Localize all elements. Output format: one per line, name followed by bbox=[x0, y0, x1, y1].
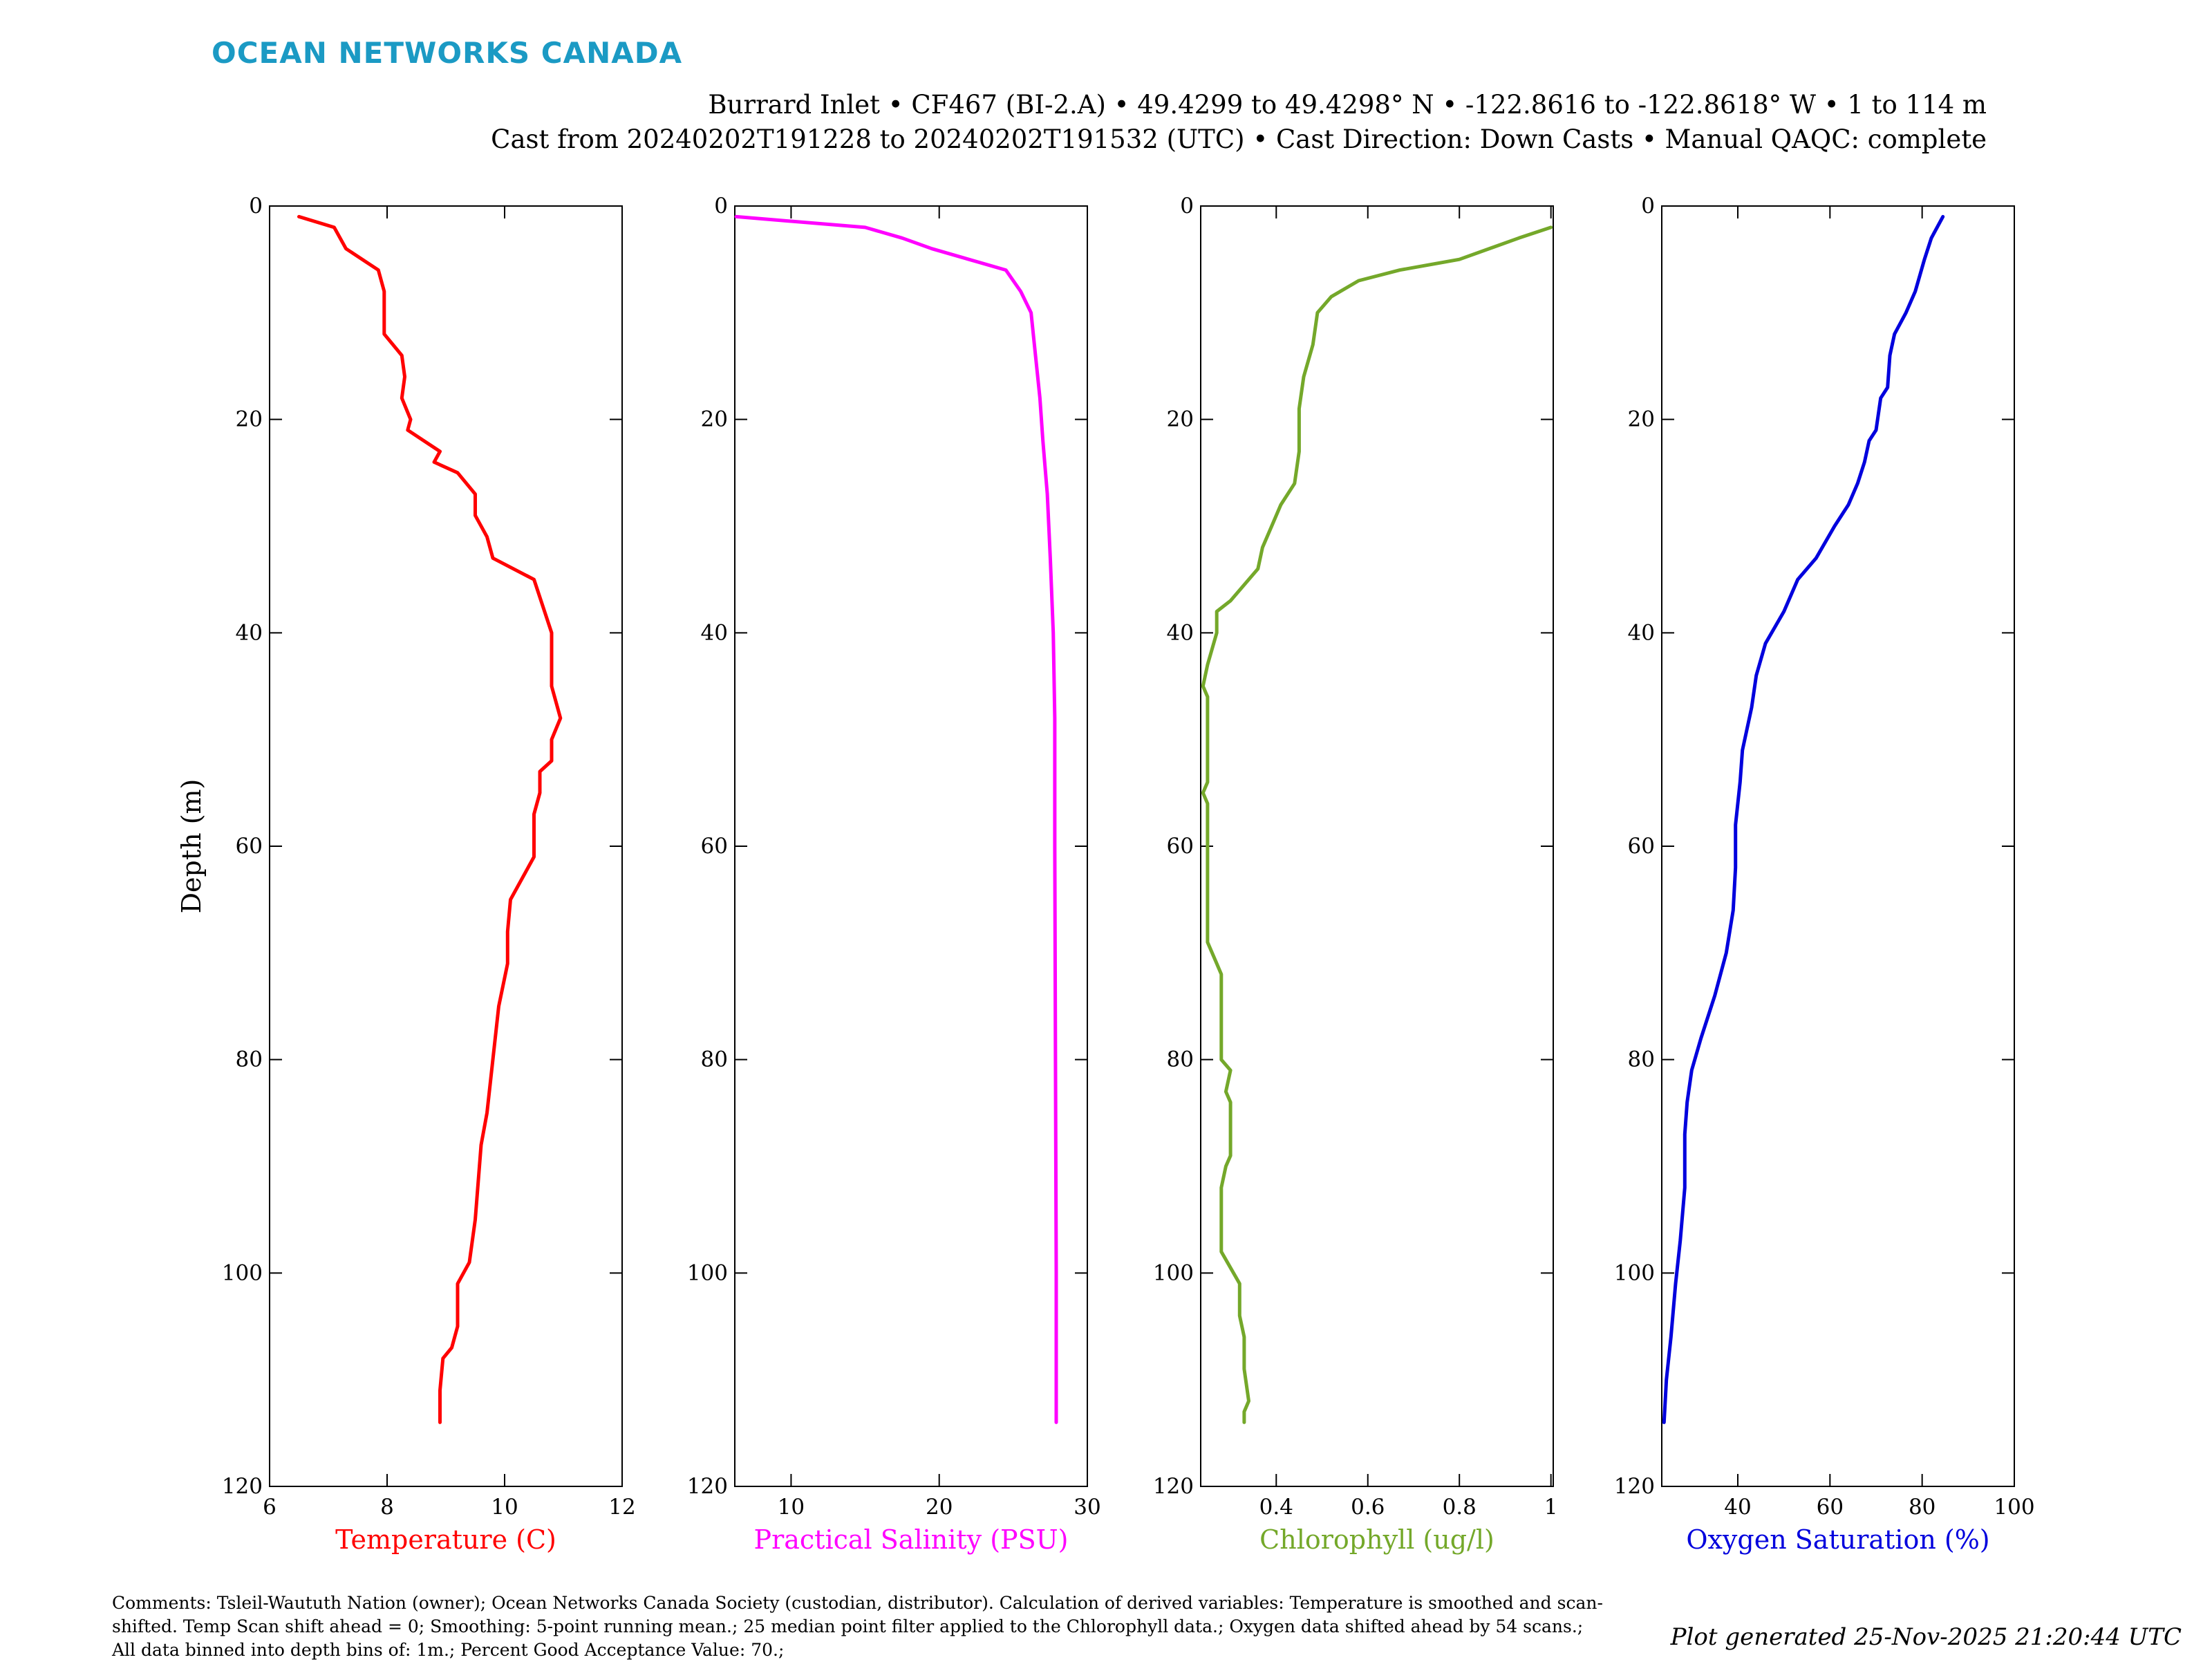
profile-line-4 bbox=[1662, 214, 1945, 1424]
x-tick-label: 80 bbox=[1909, 1495, 1936, 1520]
y-tick-label: 0 bbox=[714, 194, 728, 218]
y-tick-label: 60 bbox=[236, 834, 263, 859]
x-tick-label: 20 bbox=[926, 1495, 953, 1520]
x-tick-label: 8 bbox=[380, 1495, 394, 1520]
axes-frame-1 bbox=[269, 205, 623, 1487]
chart-header-line-1: Burrard Inlet • CF467 (BI-2.A) • 49.4299… bbox=[708, 90, 1987, 120]
y-tick-label: 100 bbox=[222, 1260, 263, 1285]
y-tick-label: 120 bbox=[222, 1474, 263, 1499]
x-tick-label: 12 bbox=[608, 1495, 635, 1520]
y-tick-label: 60 bbox=[701, 834, 728, 859]
y-tick-label: 80 bbox=[1167, 1047, 1194, 1072]
x-axis-title-4: Oxygen Saturation (%) bbox=[1686, 1524, 1989, 1555]
y-tick-label: 40 bbox=[1628, 620, 1655, 645]
axes-frame-3 bbox=[1200, 205, 1554, 1487]
profile-line-3 bbox=[1201, 225, 1553, 1424]
y-tick-label: 100 bbox=[1614, 1260, 1655, 1285]
x-tick-label: 60 bbox=[1817, 1495, 1844, 1520]
y-tick-label: 80 bbox=[236, 1047, 263, 1072]
y-tick-label: 0 bbox=[249, 194, 263, 218]
x-tick-label: 6 bbox=[263, 1495, 276, 1520]
y-tick-label: 40 bbox=[701, 620, 728, 645]
y-tick-label: 20 bbox=[701, 407, 728, 432]
x-tick-label: 0.8 bbox=[1443, 1495, 1477, 1520]
org-title: OCEAN NETWORKS CANADA bbox=[212, 36, 683, 70]
y-tick-label: 100 bbox=[1153, 1260, 1194, 1285]
x-axis-title-1: Temperature (C) bbox=[335, 1524, 556, 1555]
axes-frame-4 bbox=[1661, 205, 2015, 1487]
y-tick-label: 40 bbox=[236, 620, 263, 645]
y-tick-label: 120 bbox=[1614, 1474, 1655, 1499]
y-tick-label: 40 bbox=[1167, 620, 1194, 645]
x-tick-label: 0.6 bbox=[1351, 1495, 1385, 1520]
y-tick-label: 120 bbox=[687, 1474, 728, 1499]
x-axis-title-3: Chlorophyll (ug/l) bbox=[1259, 1524, 1494, 1555]
x-tick-label: 10 bbox=[491, 1495, 518, 1520]
y-tick-label: 80 bbox=[701, 1047, 728, 1072]
y-tick-label: 20 bbox=[1628, 407, 1655, 432]
axes-frame-2 bbox=[734, 205, 1088, 1487]
plot-generated-timestamp: Plot generated 25-Nov-2025 21:20:44 UTC bbox=[1670, 1623, 2182, 1651]
chart-header-line-2: Cast from 20240202T191228 to 20240202T19… bbox=[491, 124, 1987, 154]
x-tick-label: 1 bbox=[1544, 1495, 1558, 1520]
profile-line-1 bbox=[297, 214, 563, 1424]
y-tick-label: 0 bbox=[1180, 194, 1194, 218]
y-tick-label: 60 bbox=[1628, 834, 1655, 859]
profile-line-2 bbox=[734, 214, 1058, 1424]
y-axis-title: Depth (m) bbox=[176, 779, 207, 914]
y-tick-label: 120 bbox=[1153, 1474, 1194, 1499]
x-tick-label: 30 bbox=[1074, 1495, 1100, 1520]
y-tick-label: 60 bbox=[1167, 834, 1194, 859]
y-tick-label: 20 bbox=[1167, 407, 1194, 432]
x-tick-label: 40 bbox=[1724, 1495, 1751, 1520]
comments-text: Comments: Tsleil-Waututh Nation (owner);… bbox=[112, 1593, 1603, 1660]
x-tick-label: 0.4 bbox=[1259, 1495, 1293, 1520]
x-axis-title-2: Practical Salinity (PSU) bbox=[754, 1524, 1069, 1555]
x-tick-label: 10 bbox=[778, 1495, 805, 1520]
y-tick-label: 100 bbox=[687, 1260, 728, 1285]
y-tick-label: 20 bbox=[236, 407, 263, 432]
y-tick-label: 80 bbox=[1628, 1047, 1655, 1072]
y-tick-label: 0 bbox=[1641, 194, 1655, 218]
x-tick-label: 100 bbox=[1994, 1495, 2034, 1520]
